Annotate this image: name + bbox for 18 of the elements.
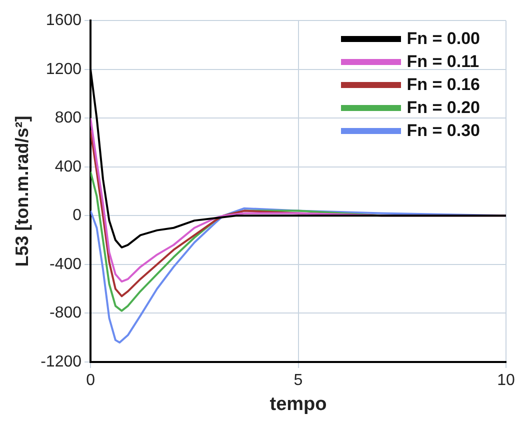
- y-tick-label: 0: [72, 207, 82, 224]
- y-tick-label: 1200: [46, 60, 82, 78]
- x-tick-label: 0: [86, 372, 96, 390]
- y-tick-label: -400: [49, 256, 82, 273]
- legend-label: Fn = 0.16: [406, 75, 480, 94]
- legend-label: Fn = 0.20: [406, 98, 480, 117]
- y-axis-title: L53 [ton.m.rad/s²]: [12, 116, 32, 267]
- legend-label: Fn = 0.11: [406, 52, 480, 71]
- x-tick-label: 10: [497, 372, 515, 390]
- y-tick-label: -1200: [40, 353, 82, 370]
- y-tick-label: -800: [49, 304, 82, 322]
- y-tick-label: 400: [54, 158, 82, 176]
- legend-label: Fn = 0.30: [406, 121, 480, 140]
- y-tick-label: 1600: [46, 12, 82, 30]
- x-tick-label: 5: [294, 372, 303, 390]
- x-axis-title: tempo: [270, 394, 327, 415]
- y-tick-label: 800: [54, 110, 82, 127]
- legend-label: Fn = 0.00: [406, 29, 480, 48]
